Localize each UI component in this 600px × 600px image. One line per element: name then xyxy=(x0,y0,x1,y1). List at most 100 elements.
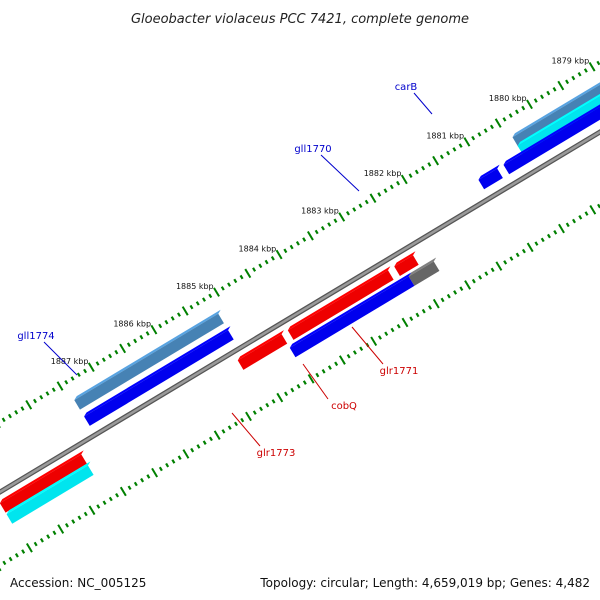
major-tick xyxy=(56,381,64,391)
minor-tick xyxy=(189,304,194,310)
feature-gll1774 xyxy=(74,309,224,410)
minor-tick xyxy=(452,147,457,152)
backbone-highlight xyxy=(0,130,600,494)
leader-line xyxy=(231,412,261,447)
major-tick xyxy=(370,336,378,347)
major-tick xyxy=(338,212,346,222)
minor-tick xyxy=(415,312,420,318)
minor-tick xyxy=(489,124,494,130)
tick-label: 1882 kbp xyxy=(364,169,402,178)
feature-glr1771 xyxy=(394,251,419,276)
minor-tick xyxy=(428,305,433,310)
major-tick xyxy=(307,374,315,384)
major-tick xyxy=(245,411,252,422)
feature-gll1770 xyxy=(478,164,503,190)
minor-tick xyxy=(115,492,120,498)
feature-top xyxy=(74,309,221,401)
minor-tick xyxy=(76,372,81,378)
minor-tick xyxy=(471,278,476,284)
minor-tick xyxy=(39,538,44,543)
minor-tick xyxy=(352,350,357,355)
feature-glr1771-grey xyxy=(408,257,440,286)
feature-top xyxy=(512,82,600,138)
minor-tick xyxy=(1,417,6,423)
major-tick xyxy=(588,61,596,72)
minor-tick xyxy=(7,413,12,419)
map-title: Gloeobacter violaceus PCC 7421, complete… xyxy=(131,12,469,27)
minor-tick xyxy=(133,338,138,344)
minor-tick xyxy=(33,398,37,404)
minor-tick xyxy=(453,290,458,295)
feature-cobQ-protein xyxy=(289,272,415,358)
minor-tick xyxy=(234,421,238,427)
minor-tick xyxy=(83,368,88,374)
minor-tick xyxy=(146,474,151,479)
minor-tick xyxy=(8,556,13,562)
minor-tick xyxy=(295,241,300,246)
major-tick xyxy=(119,343,127,354)
minor-tick xyxy=(259,406,263,412)
minor-tick xyxy=(202,297,206,302)
minor-tick xyxy=(321,369,326,374)
gene-label-gll1770: gll1770 xyxy=(294,144,360,192)
feature-body xyxy=(237,334,288,370)
feature-glr1773 xyxy=(237,330,288,370)
feature-body xyxy=(408,261,440,286)
minor-tick xyxy=(271,399,276,404)
gene-label-glr1771: glr1771 xyxy=(351,326,418,377)
major-tick xyxy=(119,486,127,497)
minor-tick xyxy=(427,162,432,167)
minor-tick xyxy=(140,477,145,483)
minor-tick xyxy=(396,180,401,186)
minor-tick xyxy=(421,308,426,314)
feature-top xyxy=(287,266,391,331)
leader-line xyxy=(320,154,360,192)
feature-left-cyan xyxy=(6,461,94,524)
minor-tick xyxy=(208,436,213,442)
minor-tick xyxy=(346,353,351,359)
minor-tick xyxy=(571,75,576,81)
major-tick xyxy=(495,261,503,271)
minor-tick xyxy=(509,256,514,261)
minor-tick xyxy=(46,534,51,539)
minor-tick xyxy=(414,169,419,175)
minor-tick xyxy=(265,402,270,408)
minor-tick xyxy=(533,98,538,103)
minor-tick xyxy=(126,342,131,347)
minor-tick xyxy=(471,135,476,141)
minor-tick xyxy=(346,210,350,216)
minor-tick xyxy=(314,229,319,235)
gene-label-carB: carB xyxy=(395,82,433,115)
major-tick xyxy=(0,567,2,572)
feature-gll1774-protein xyxy=(84,326,234,426)
major-tick xyxy=(338,355,346,365)
minor-tick xyxy=(264,259,269,265)
feature-body xyxy=(289,276,415,358)
major-tick xyxy=(87,362,95,373)
minor-tick xyxy=(364,199,369,205)
minor-tick xyxy=(77,515,82,521)
feature-top xyxy=(237,330,284,361)
major-tick xyxy=(369,193,377,204)
minor-tick xyxy=(577,71,582,77)
minor-tick xyxy=(240,417,245,423)
minor-tick xyxy=(384,331,389,337)
feature-body xyxy=(478,168,503,190)
feature-body xyxy=(84,330,234,426)
minor-tick xyxy=(252,267,257,272)
feature-body xyxy=(6,465,94,524)
minor-tick xyxy=(195,301,200,306)
feature-top xyxy=(478,164,500,180)
feature-body xyxy=(512,84,600,147)
minor-tick xyxy=(396,323,401,329)
minor-tick xyxy=(52,530,57,536)
leader-line xyxy=(351,326,384,365)
major-tick xyxy=(25,543,33,553)
minor-tick xyxy=(102,500,107,506)
minor-tick xyxy=(14,410,19,415)
minor-tick xyxy=(39,394,44,400)
minor-tick xyxy=(283,248,288,254)
minor-tick xyxy=(540,237,545,243)
minor-tick xyxy=(327,222,332,227)
feature-top xyxy=(289,272,412,348)
